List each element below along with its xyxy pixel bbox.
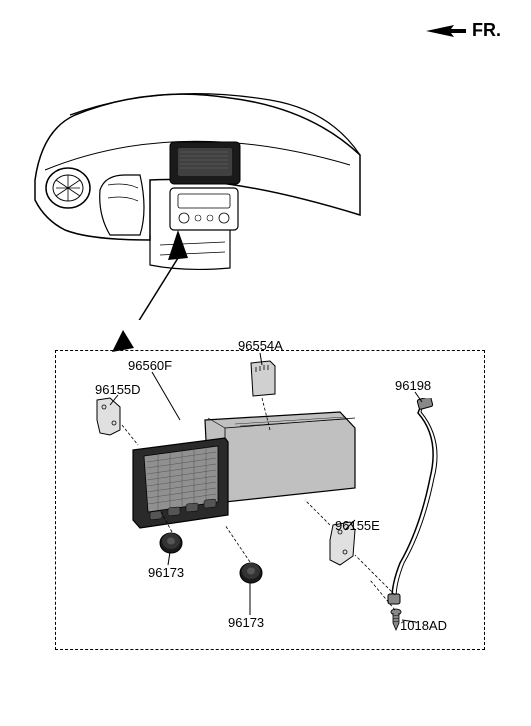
label-96198: 96198 [395,378,431,393]
label-96560F: 96560F [128,358,172,373]
label-96173-1: 96173 [148,565,184,580]
label-96155D: 96155D [95,382,141,397]
label-96554A: 96554A [238,338,283,353]
label-96155E: 96155E [335,518,380,533]
label-96173-2: 96173 [228,615,264,630]
label-1018AD: 1018AD [400,618,447,633]
leader-lines [0,0,531,726]
